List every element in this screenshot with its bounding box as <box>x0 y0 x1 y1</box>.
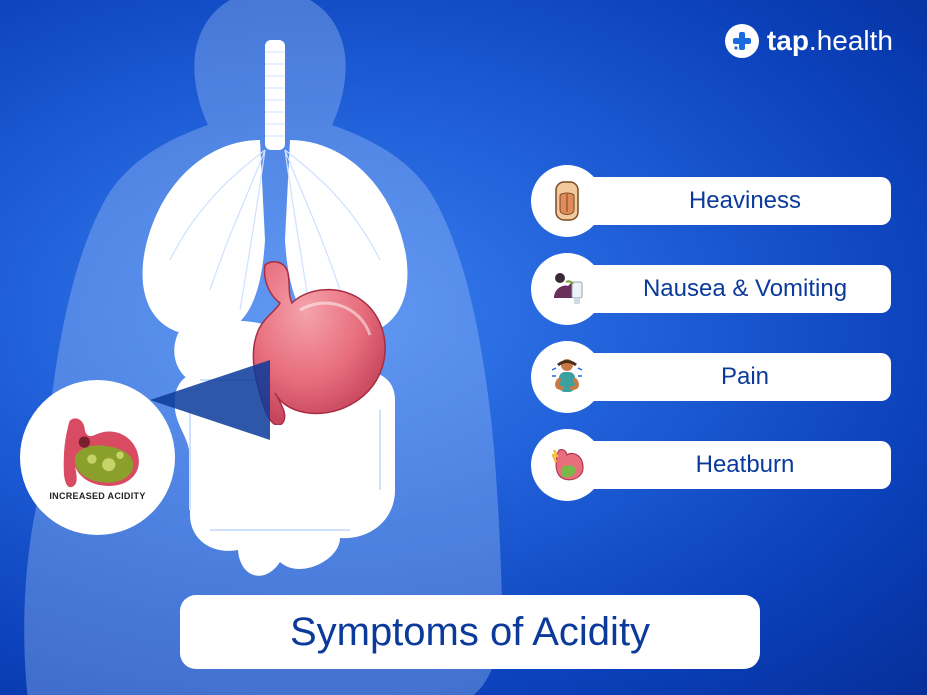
zoom-circle: INCREASED ACIDITY <box>20 380 175 535</box>
heartburn-icon <box>531 429 603 501</box>
brand-logo: tap.health <box>725 24 893 58</box>
logo-text-thin: .health <box>809 25 893 56</box>
vomit-icon <box>531 253 603 325</box>
logo-text-bold: tap <box>767 25 809 56</box>
logo-text: tap.health <box>767 25 893 57</box>
acidity-stomach-icon <box>50 414 145 489</box>
title-text: Symptoms of Acidity <box>290 610 650 655</box>
symptom-item: Heaviness <box>531 170 891 232</box>
symptom-list: Heaviness Nausea & Vomiting <box>531 170 891 496</box>
symptom-label: Pain <box>721 363 769 391</box>
symptom-item: Nausea & Vomiting <box>531 258 891 320</box>
symptom-label: Heaviness <box>689 187 801 215</box>
stomach-illustration <box>230 255 400 425</box>
symptom-bar: Pain <box>571 353 891 401</box>
symptom-label: Nausea & Vomiting <box>643 275 847 303</box>
pain-icon <box>531 341 603 413</box>
symptom-item: Pain <box>531 346 891 408</box>
symptom-label: Heatburn <box>696 451 795 479</box>
title-bar: Symptoms of Acidity <box>180 595 760 669</box>
symptom-item: Heatburn <box>531 434 891 496</box>
zoom-caption: INCREASED ACIDITY <box>49 491 145 501</box>
infographic-canvas: INCREASED ACIDITY tap.health <box>0 0 927 695</box>
symptom-bar: Heatburn <box>571 441 891 489</box>
symptom-bar: Heaviness <box>571 177 891 225</box>
logo-mark-icon <box>725 24 759 58</box>
symptom-bar: Nausea & Vomiting <box>571 265 891 313</box>
heaviness-icon <box>531 165 603 237</box>
